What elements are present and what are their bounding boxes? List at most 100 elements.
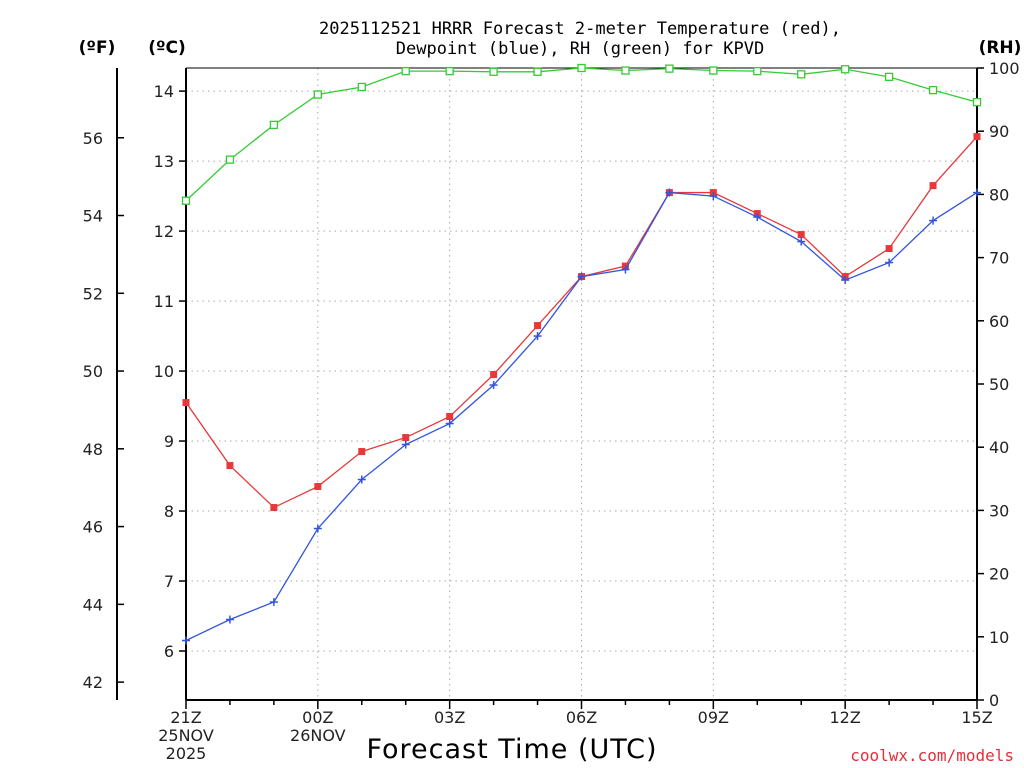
rh-tick-label: 50 [989, 375, 1009, 394]
series-dewpoint [182, 188, 981, 645]
x-tick-label: 26NOV [290, 726, 346, 745]
celsius-tick-label: 9 [164, 432, 174, 451]
temperature-point [270, 504, 278, 512]
fahrenheit-tick-label: 50 [83, 362, 103, 381]
x-tick-label: 09Z [698, 708, 729, 727]
rh-point [533, 67, 542, 76]
rh-tick-label: 0 [989, 691, 999, 710]
dewpoint-point [225, 615, 234, 624]
rh-tick-label: 10 [989, 628, 1009, 647]
fahrenheit-tick-label: 48 [83, 440, 103, 459]
temperature-point [226, 462, 234, 470]
dewpoint-point [577, 272, 586, 281]
dewpoint-point [401, 440, 410, 449]
x-tick-label: 15Z [961, 708, 992, 727]
rh-tick-label: 90 [989, 122, 1009, 141]
dewpoint-point [797, 237, 806, 246]
dewpoint-point [709, 192, 718, 201]
dewpoint-point [357, 475, 366, 484]
celsius-tick-label: 14 [154, 82, 174, 101]
celsius-tick-label: 12 [154, 222, 174, 241]
temperature-point [973, 133, 981, 141]
x-tick-label: 00Z [302, 708, 333, 727]
rh-point [753, 67, 762, 76]
title-line-1: 2025112521 HRRR Forecast 2-meter Tempera… [319, 19, 841, 39]
title-line-2: Dewpoint (blue), RH (green) for KPVD [396, 39, 764, 59]
dewpoint-point [929, 216, 938, 225]
temperature-point [797, 231, 805, 239]
temperature-point [402, 434, 410, 442]
fahrenheit-tick-label: 46 [83, 518, 103, 537]
gridlines [186, 68, 977, 700]
rh-point [797, 70, 806, 79]
rh-point [577, 63, 586, 73]
rh-tick-label: 40 [989, 438, 1009, 457]
temperature-point [314, 483, 322, 491]
celsius-tick-label: 8 [164, 502, 174, 521]
celsius-tick-label: 6 [164, 642, 174, 661]
dewpoint-point [621, 265, 630, 274]
rh-point [401, 67, 410, 76]
dewpoint-point [885, 258, 894, 267]
dewpoint-point [269, 598, 278, 607]
rh-point [709, 66, 718, 75]
rh-point [445, 67, 454, 76]
temperature-point [885, 245, 893, 253]
x-tick-label: 06Z [566, 708, 597, 727]
rh-point [665, 64, 674, 73]
data-series [181, 63, 982, 645]
tick-labels: 6 7 8 9 10 11 12 13 14 42 44 46 48 50 52 54 56 0 10 20 30 40 5… [83, 59, 1020, 763]
x-tick-label: 03Z [434, 708, 465, 727]
dewpoint-point [753, 213, 762, 222]
dewpoint-line [185, 191, 978, 642]
rh-point [841, 65, 850, 74]
fahrenheit-tick-label: 56 [83, 129, 103, 148]
fahrenheit-tick-label: 54 [83, 207, 103, 226]
dewpoint-point [445, 419, 454, 428]
dewpoint-point [489, 381, 498, 390]
rh-tick-label: 70 [989, 249, 1009, 268]
x-tick-label: 12Z [830, 708, 861, 727]
rh-point [225, 155, 235, 164]
rh-point [357, 82, 366, 92]
x-axis-label: Forecast Time (UTC) [366, 734, 657, 765]
temperature-point [490, 371, 498, 379]
x-tick-label: 21Z [170, 708, 201, 727]
fahrenheit-tick-label: 52 [83, 284, 103, 303]
x-tick-label: 25NOV [158, 726, 214, 745]
temperature-point [929, 182, 937, 190]
fahrenheit-unit-label: (ºF) [79, 38, 116, 58]
series-rh [181, 63, 982, 205]
x-tick-label: 2025 [166, 744, 207, 763]
celsius-tick-label: 10 [154, 362, 174, 381]
rh-point [928, 85, 938, 95]
rh-tick-label: 30 [989, 501, 1009, 520]
rh-tick-label: 100 [989, 59, 1020, 78]
rh-point [972, 97, 982, 107]
rh-point [621, 66, 630, 75]
rh-tick-label: 20 [989, 565, 1009, 584]
celsius-unit-label: (ºC) [148, 38, 186, 58]
fahrenheit-tick-label: 42 [83, 673, 103, 692]
dewpoint-point [182, 636, 190, 645]
rh-point [269, 120, 279, 130]
temperature-point [534, 322, 542, 330]
celsius-tick-label: 11 [154, 292, 174, 311]
dewpoint-point [665, 188, 674, 197]
temperature-point [446, 413, 454, 421]
rh-tick-label: 60 [989, 312, 1009, 331]
rh-unit-label: (RH) [979, 38, 1022, 58]
temperature-point [358, 448, 366, 456]
celsius-tick-label: 13 [154, 152, 174, 171]
dewpoint-point [533, 332, 542, 341]
rh-tick-label: 80 [989, 185, 1009, 204]
fahrenheit-tick-label: 44 [83, 595, 103, 614]
credit-text: coolwx.com/models [850, 746, 1014, 765]
rh-point [181, 196, 191, 205]
rh-point [489, 67, 498, 76]
temperature-point [182, 399, 190, 407]
chart-title: 2025112521 HRRR Forecast 2-meter Tempera… [319, 19, 841, 59]
dewpoint-point [313, 524, 322, 533]
dewpoint-point [841, 276, 850, 285]
